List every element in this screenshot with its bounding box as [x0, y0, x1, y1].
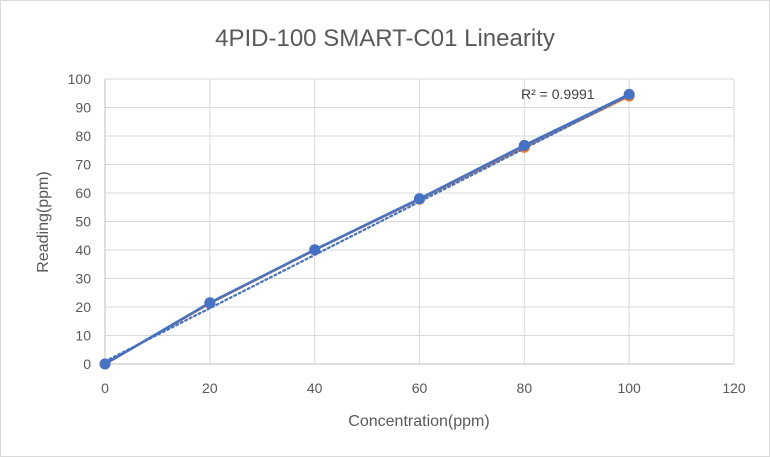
axes	[104, 79, 734, 365]
x-tick-label: 40	[307, 380, 323, 396]
x-tick-label: 0	[101, 380, 109, 396]
y-tick-label: 90	[75, 100, 91, 116]
x-tick-label: 60	[412, 380, 428, 396]
series-2-point	[204, 297, 216, 309]
tick-labels: 0 10 20 30 40 50 60 70 80 90 100 0 20 40 60 80 100 120	[68, 71, 746, 396]
y-tick-label: 60	[75, 185, 91, 201]
trendline	[103, 94, 631, 363]
trendline-line	[103, 94, 631, 363]
data-series	[99, 88, 635, 370]
x-axis-title: Concentration(ppm)	[348, 413, 489, 430]
series-2-point	[518, 139, 530, 151]
series-2-point	[99, 358, 111, 370]
y-axis-title: Reading(ppm)	[35, 171, 52, 272]
gridlines	[105, 78, 735, 364]
y-tick-label: 100	[68, 71, 92, 87]
series-2-point	[623, 88, 635, 100]
y-tick-label: 50	[75, 214, 91, 230]
x-tick-label: 20	[202, 380, 218, 396]
y-tick-label: 70	[75, 157, 91, 173]
y-tick-label: 40	[75, 242, 91, 258]
series-2-point	[309, 244, 321, 256]
series-2-line	[104, 93, 630, 366]
x-tick-label: 80	[517, 380, 533, 396]
y-tick-label: 10	[75, 328, 91, 344]
y-tick-label: 80	[75, 128, 91, 144]
r-squared-label: R² = 0.9991	[521, 86, 595, 102]
y-tick-label: 20	[75, 299, 91, 315]
chart-title: 4PID-100 SMART-C01 Linearity	[215, 25, 555, 52]
y-tick-label: 0	[83, 356, 91, 372]
y-tick-label: 30	[75, 271, 91, 287]
x-tick-label: 100	[617, 380, 641, 396]
x-tick-label: 120	[722, 380, 746, 396]
